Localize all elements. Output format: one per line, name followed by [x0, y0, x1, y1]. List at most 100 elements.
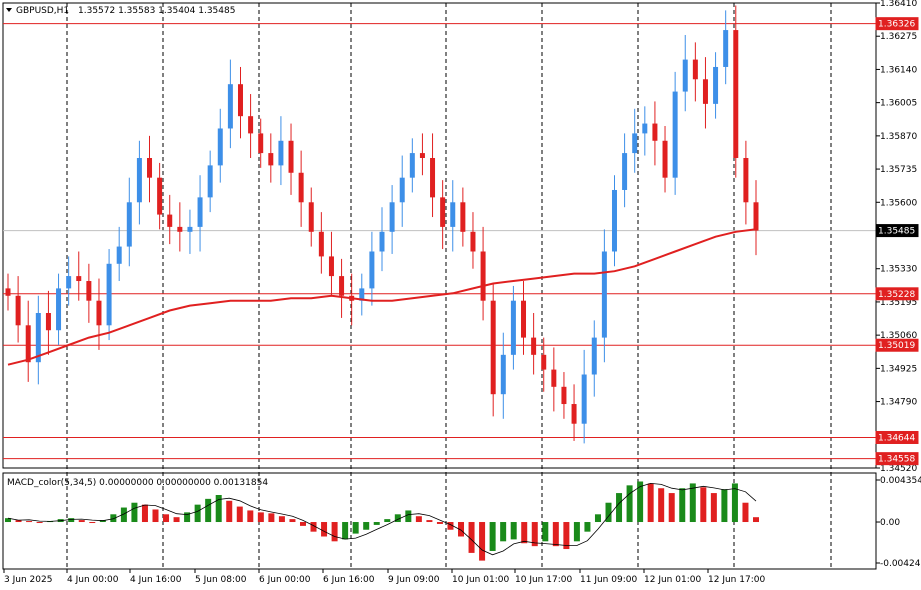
- dropdown-triangle-icon[interactable]: [6, 8, 12, 12]
- candle-body: [601, 251, 607, 338]
- candle-body: [389, 202, 395, 232]
- macd-bar: [120, 507, 127, 523]
- macd-bar: [584, 522, 591, 532]
- macd-bar: [500, 522, 507, 542]
- macd-bar: [394, 514, 401, 523]
- price-label: 1.36275: [880, 32, 917, 42]
- macd-axis: 0.0043544 0.00 -0.0042470: [876, 476, 921, 569]
- macd-bar: [194, 504, 201, 523]
- macd-bar: [299, 522, 306, 526]
- candle-body: [399, 177, 405, 203]
- candle-body: [713, 66, 719, 104]
- vertical-grid: [66, 3, 832, 569]
- candle-body: [642, 123, 648, 134]
- price-tag-text: 1.34644: [878, 433, 915, 443]
- price-label: 1.35870: [880, 132, 917, 142]
- macd-bar: [331, 522, 338, 542]
- candle-body: [187, 226, 193, 232]
- level-price-tag: 1.35019: [875, 338, 919, 352]
- macd-bar: [152, 509, 159, 523]
- macd-bar: [247, 510, 254, 523]
- macd-bar: [731, 483, 738, 523]
- candle-body: [237, 84, 243, 117]
- price-label: 1.35060: [880, 331, 917, 341]
- macd-bar: [616, 493, 623, 523]
- candle-body: [268, 153, 274, 166]
- candle-body: [460, 202, 466, 232]
- macd-bar: [110, 514, 117, 523]
- macd-bar: [563, 522, 570, 550]
- price-tag-text: 1.35019: [878, 341, 915, 351]
- macd-bar: [173, 517, 180, 523]
- candle-body: [96, 300, 102, 326]
- macd-tick-label: 0.00: [880, 518, 900, 528]
- candle-body: [500, 354, 506, 395]
- chart-header: GBPUSD,H1 1.35572 1.35583 1.35404 1.3548…: [6, 6, 235, 16]
- candle-body: [207, 165, 213, 198]
- candle-body: [106, 263, 112, 326]
- candle-body: [217, 128, 223, 166]
- candle-body: [541, 354, 547, 370]
- candle-body: [298, 172, 304, 203]
- macd-histogram: [5, 481, 759, 561]
- candle-body: [288, 140, 294, 173]
- macd-bar: [163, 514, 170, 523]
- time-label: 12 Jun 17:00: [708, 575, 765, 585]
- macd-bar: [352, 522, 359, 534]
- price-label: 1.36005: [880, 99, 917, 109]
- macd-bar: [753, 517, 759, 523]
- candle-body: [672, 91, 678, 178]
- macd-bar: [573, 522, 580, 542]
- macd-bar: [15, 520, 22, 523]
- price-tag-box: [875, 287, 919, 301]
- candle-body: [551, 369, 557, 387]
- macd-bar: [257, 512, 264, 523]
- price-label: 1.35330: [880, 265, 917, 275]
- macd-bar: [489, 522, 496, 551]
- current-price-tag: 1.35485: [875, 224, 919, 238]
- price-label: 1.35735: [880, 165, 917, 175]
- candlesticks: [5, 5, 759, 444]
- candle-body: [419, 153, 425, 158]
- macd-bar: [594, 514, 601, 523]
- macd-bar: [510, 522, 517, 540]
- candle-body: [318, 231, 324, 257]
- candle-body: [167, 214, 173, 227]
- time-label: 5 Jun 08:00: [195, 575, 247, 585]
- candle-body: [35, 313, 41, 363]
- macd-bar: [215, 494, 222, 523]
- time-label: 11 Jun 09:00: [580, 575, 637, 585]
- macd-bar: [531, 522, 538, 547]
- candle-body: [5, 288, 11, 296]
- candle-body: [702, 79, 708, 104]
- candle-body: [248, 116, 254, 134]
- price-tag-box: [875, 338, 919, 352]
- candle-body: [147, 158, 153, 178]
- candle-body: [45, 313, 51, 331]
- candle-body: [177, 226, 183, 232]
- macd-bar: [310, 522, 317, 532]
- macd-bar: [658, 488, 665, 523]
- moving-average-line: [7, 228, 757, 366]
- candle-body: [339, 276, 345, 296]
- candle-body: [66, 276, 72, 289]
- macd-tick-label: 0.0043544: [880, 476, 921, 486]
- candle-body: [743, 158, 749, 203]
- macd-bar: [447, 522, 454, 530]
- macd-bar: [236, 506, 243, 523]
- level-price-tag: 1.34558: [875, 452, 919, 466]
- macd-bar: [5, 518, 11, 523]
- macd-bar: [342, 522, 349, 540]
- macd-bar: [458, 522, 465, 537]
- level-price-tag: 1.34644: [875, 430, 919, 444]
- time-label: 9 Jun 09:00: [388, 575, 440, 585]
- candle-body: [480, 251, 486, 301]
- horizontal-levels: [3, 23, 876, 460]
- candle-body: [652, 123, 658, 141]
- main-chart-frame: [2, 2, 877, 469]
- candle-body: [490, 300, 496, 395]
- candle-body: [136, 158, 142, 203]
- price-label: 1.36410: [880, 0, 917, 9]
- macd-signal-line: [7, 482, 757, 556]
